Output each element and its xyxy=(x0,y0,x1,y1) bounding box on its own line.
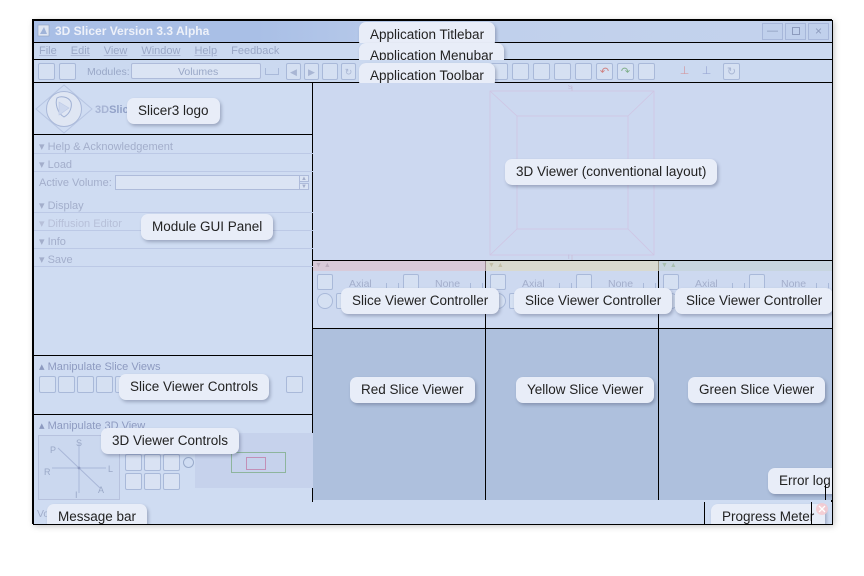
svg-text:A: A xyxy=(98,485,104,495)
svg-text:L: L xyxy=(108,464,113,474)
svg-text:P: P xyxy=(50,445,56,455)
svg-text:S: S xyxy=(568,85,572,91)
svg-text:S: S xyxy=(76,438,82,448)
svg-text:I: I xyxy=(75,490,78,500)
svg-text:R: R xyxy=(44,467,51,477)
